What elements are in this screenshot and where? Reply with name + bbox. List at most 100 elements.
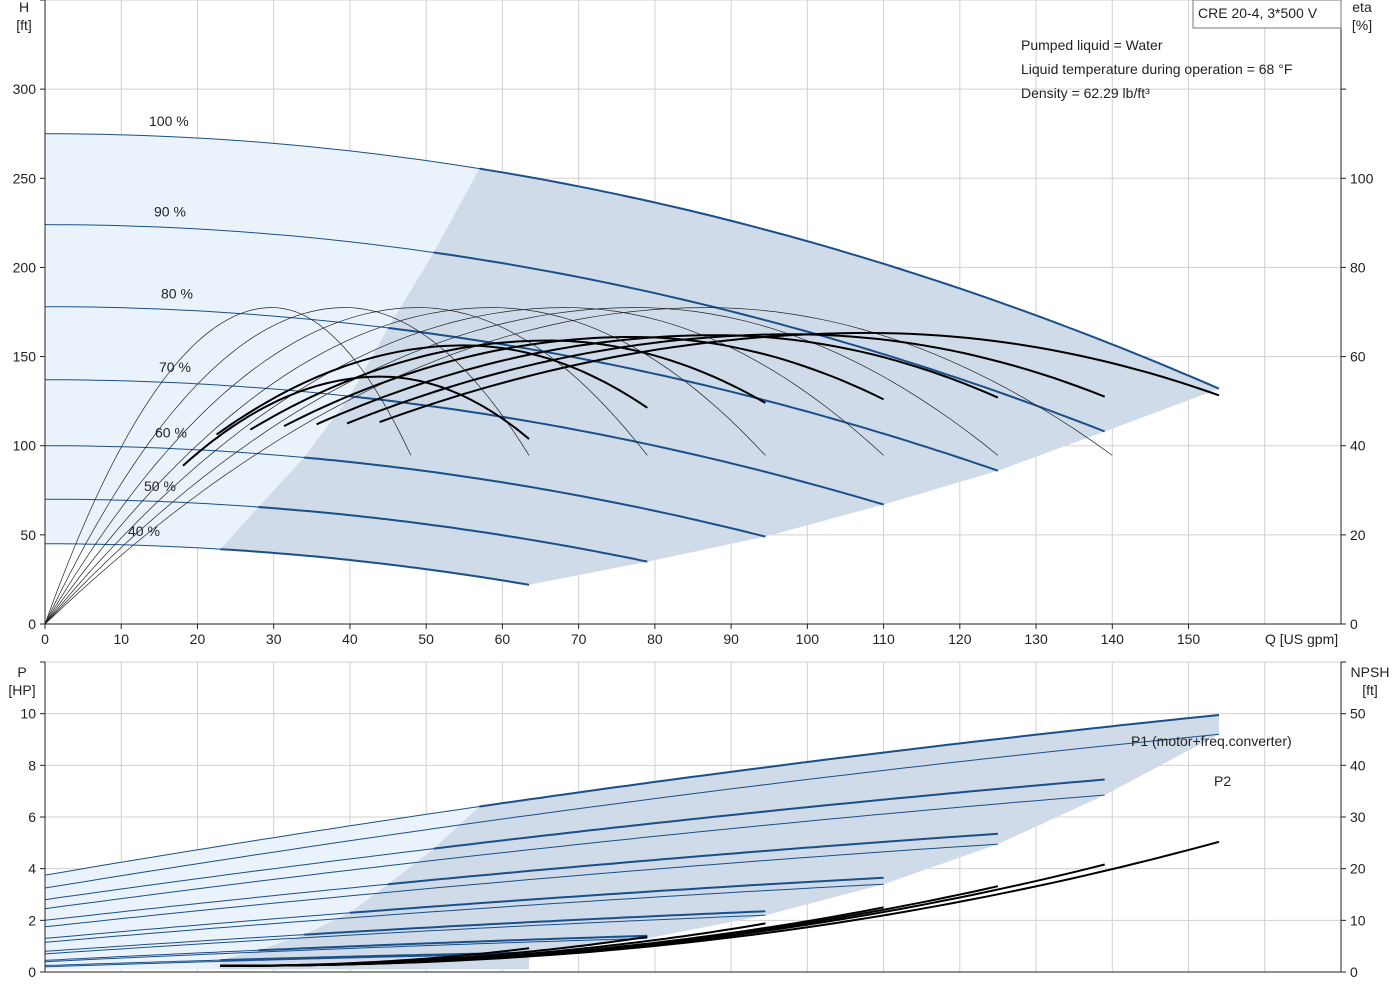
tick-label-x: 150 [1177,631,1201,647]
tick-label-p: 2 [28,912,36,928]
tick-label-p: 0 [28,964,36,980]
head-curve-thin [45,306,389,329]
p1-curve [388,832,998,886]
speed-label: 80 % [161,286,193,302]
efficiency-curve-thin [44,307,999,625]
p1-curve-thin [44,934,305,952]
p2-curve [44,733,1220,889]
tick-label-eta: 80 [1350,259,1366,275]
p1-curve [258,934,648,952]
p1-curve-thin [44,806,480,876]
band-dark-power [220,715,1220,970]
x-axis-label: Q [US gpm] [1265,631,1338,647]
efficiency-curve-thin [44,307,1113,625]
efficiency-curve-thin [44,307,884,625]
head-curve [304,456,766,538]
head-curve [258,506,648,563]
tick-label-npsh: 40 [1350,757,1366,773]
series-label-p2: P2 [1214,773,1231,789]
p2-curve [44,914,766,955]
tick-label-y: 200 [13,259,37,275]
p1-curve [304,910,766,936]
tick-label-npsh: 50 [1350,706,1366,722]
labels: 100 %90 %80 %70 %60 %50 %40 %0 10 20 30 40 50… [8,0,1389,980]
info-box: CRE 20-4, 3*500 V Pumped liquid = Water … [1021,0,1342,101]
efficiency-curve [182,375,530,467]
efficiency-curve [283,336,885,427]
efficiency-curve-thin [44,307,648,625]
p1-curve-thin [44,848,434,901]
p2-curve [44,883,884,943]
info-line-liquid: Pumped liquid = Water [1021,37,1163,53]
model-label: CRE 20-4, 3*500 V [1198,5,1318,21]
tick-label-y: 100 [13,438,37,454]
efficiency-curve [216,344,648,436]
tick-label-p: 8 [28,757,36,773]
head-curve-thin [45,543,221,550]
y-axis-unit-eta: [%] [1352,17,1372,33]
tick-label-x: 40 [342,631,358,647]
tick-label-y: 50 [20,527,36,543]
tick-label-x: 60 [495,631,511,647]
efficiency-curve-thin [44,307,766,625]
head-curve [479,167,1220,390]
tick-label-p: 6 [28,809,36,825]
tick-label-x: 140 [1101,631,1125,647]
tick-label-x: 20 [190,631,206,647]
head-curve-thin [44,133,480,170]
p1-curve-thin [44,883,389,921]
y-axis-label-h: H [19,0,29,15]
tick-label-x: 80 [647,631,663,647]
p2-curve [44,937,648,963]
speed-label: 50 % [144,478,176,494]
speed-label: 60 % [155,425,187,441]
p1-curve-thin [44,949,259,961]
p1-curve-thin [44,959,221,966]
y-axis-unit-h: [ft] [16,17,32,33]
y-axis-label-eta: eta [1352,0,1372,15]
head-curve-thin [45,445,305,458]
curves [44,133,1220,968]
tick-label-npsh: 20 [1350,861,1366,877]
head-curve [349,395,884,506]
p1-curve-thin [44,912,350,939]
info-line-temperature: Liquid temperature during operation = 68… [1021,61,1292,77]
tick-label-y: 250 [13,170,37,186]
series-label-p1: P1 (motor+freq.converter) [1131,733,1292,749]
y-axis-unit-p: [HP] [8,682,35,698]
head-curve [433,251,1106,433]
efficiency-curve [346,333,1106,425]
tick-label-x: 70 [571,631,587,647]
tick-label-p: 4 [28,861,36,877]
tick-label-y: 0 [28,616,36,632]
head-curve-thin [45,498,259,508]
y-axis-unit-npsh: [ft] [1362,682,1378,698]
tick-label-npsh: 10 [1350,912,1366,928]
tick-label-npsh: 30 [1350,809,1366,825]
tick-label-y: 300 [13,81,37,97]
efficiency-curve-thin [44,307,530,625]
tick-label-x: 0 [41,631,49,647]
tick-label-x: 110 [872,631,895,647]
speed-label: 70 % [159,359,191,375]
p1-curve [479,714,1220,808]
tick-label-npsh: 0 [1350,964,1358,980]
operating-range-bands [45,133,1220,970]
speed-label: 90 % [154,204,186,220]
tick-label-eta: 40 [1350,438,1366,454]
axes [40,0,1346,973]
tick-label-y: 150 [13,349,37,365]
y-axis-label-p: P [17,664,26,680]
tick-label-p: 10 [20,706,36,722]
tick-label-x: 50 [418,631,434,647]
y-axis-label-npsh: NPSH [1351,664,1390,680]
p2-curve [44,843,998,928]
p2-curve [44,953,530,968]
tick-label-x: 130 [1024,631,1048,647]
tick-label-eta: 100 [1350,170,1374,186]
p1-curve [433,778,1105,850]
tick-label-eta: 20 [1350,527,1366,543]
p1-curve [349,876,884,914]
tick-label-eta: 60 [1350,349,1366,365]
tick-label-x: 100 [796,631,820,647]
